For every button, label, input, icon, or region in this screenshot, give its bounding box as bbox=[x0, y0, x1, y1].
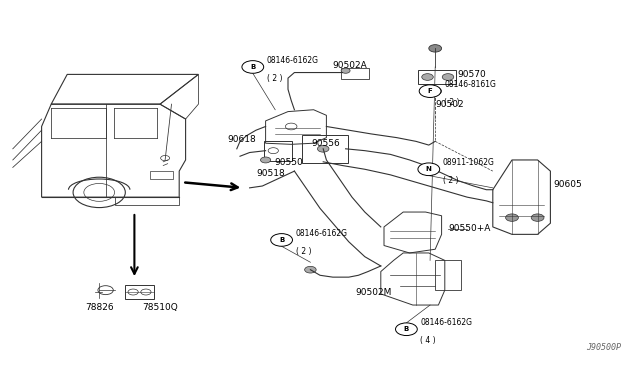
Text: ( 4 ): ( 4 ) bbox=[420, 336, 436, 345]
Text: 08146-8161G: 08146-8161G bbox=[444, 80, 496, 89]
Text: 08146-6162G: 08146-6162G bbox=[296, 229, 348, 238]
Text: J90500P: J90500P bbox=[586, 343, 621, 352]
Text: 08146-6162G: 08146-6162G bbox=[420, 318, 472, 327]
Circle shape bbox=[418, 163, 440, 176]
Text: 08911-1062G: 08911-1062G bbox=[443, 158, 495, 167]
Circle shape bbox=[422, 74, 433, 80]
Text: 78510Q: 78510Q bbox=[142, 303, 178, 312]
Circle shape bbox=[429, 45, 442, 52]
Text: ( 2 ): ( 2 ) bbox=[444, 98, 460, 107]
Circle shape bbox=[506, 214, 518, 221]
Text: ( 2 ): ( 2 ) bbox=[443, 176, 458, 185]
Text: 90605: 90605 bbox=[554, 180, 582, 189]
Text: 90502: 90502 bbox=[435, 100, 464, 109]
Circle shape bbox=[317, 145, 329, 152]
Circle shape bbox=[429, 87, 442, 95]
Text: 90502M: 90502M bbox=[355, 288, 392, 296]
Text: 90518: 90518 bbox=[256, 169, 285, 178]
Text: 90618: 90618 bbox=[227, 135, 256, 144]
Text: 78826: 78826 bbox=[85, 303, 113, 312]
Text: 90550: 90550 bbox=[274, 158, 303, 167]
Text: 90570: 90570 bbox=[458, 70, 486, 79]
Circle shape bbox=[442, 74, 454, 80]
Text: F: F bbox=[428, 88, 433, 94]
Circle shape bbox=[341, 68, 350, 73]
Circle shape bbox=[305, 266, 316, 273]
Text: 90550+A: 90550+A bbox=[448, 224, 490, 233]
Circle shape bbox=[271, 234, 292, 246]
Circle shape bbox=[396, 323, 417, 336]
Text: 90502A: 90502A bbox=[333, 61, 367, 70]
Text: B: B bbox=[404, 326, 409, 332]
Circle shape bbox=[531, 214, 544, 221]
Circle shape bbox=[260, 157, 271, 163]
Circle shape bbox=[419, 85, 441, 97]
Text: 08146-6162G: 08146-6162G bbox=[267, 56, 319, 65]
Text: B: B bbox=[250, 64, 255, 70]
Text: 90556: 90556 bbox=[312, 139, 340, 148]
Text: ( 2 ): ( 2 ) bbox=[296, 247, 311, 256]
Text: ( 2 ): ( 2 ) bbox=[267, 74, 282, 83]
Text: N: N bbox=[426, 166, 432, 172]
Circle shape bbox=[242, 61, 264, 73]
Text: B: B bbox=[279, 237, 284, 243]
